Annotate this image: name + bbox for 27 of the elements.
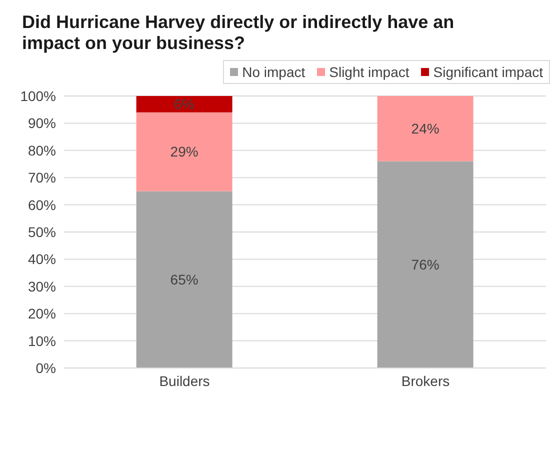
data-label: 24%	[411, 120, 440, 137]
y-tick-label: 20%	[28, 306, 56, 322]
legend-label: Significant impact	[433, 64, 543, 80]
y-tick-label: 40%	[28, 251, 56, 268]
y-tick-label: 30%	[28, 278, 56, 294]
y-tick-label: 90%	[28, 115, 56, 132]
y-tick-label: 80%	[28, 142, 56, 158]
x-tick-label: Brokers	[401, 372, 450, 389]
bar	[136, 96, 232, 112]
bar	[136, 112, 232, 192]
y-tick-label: 0%	[36, 360, 56, 376]
bar	[136, 191, 232, 368]
bar	[377, 96, 474, 162]
x-tick-label: Builders	[159, 372, 210, 389]
y-tick-label: 60%	[28, 196, 56, 213]
chart-title: Did Hurricane Harvey directly or indirectly have an impact on your business?	[21, 11, 456, 54]
y-tick-label: 10%	[28, 332, 56, 349]
y-tick-label: 50%	[28, 224, 56, 240]
y-tick-label: 70%	[28, 170, 56, 186]
legend-label: No impact	[242, 64, 306, 80]
data-label: 76%	[411, 256, 440, 273]
data-label: 29%	[170, 144, 198, 160]
bar	[377, 161, 474, 368]
y-tick-label: 100%	[20, 88, 56, 104]
data-label: 65%	[170, 272, 198, 288]
data-label: 6%	[174, 96, 194, 112]
legend-label: Slight impact	[329, 64, 410, 80]
